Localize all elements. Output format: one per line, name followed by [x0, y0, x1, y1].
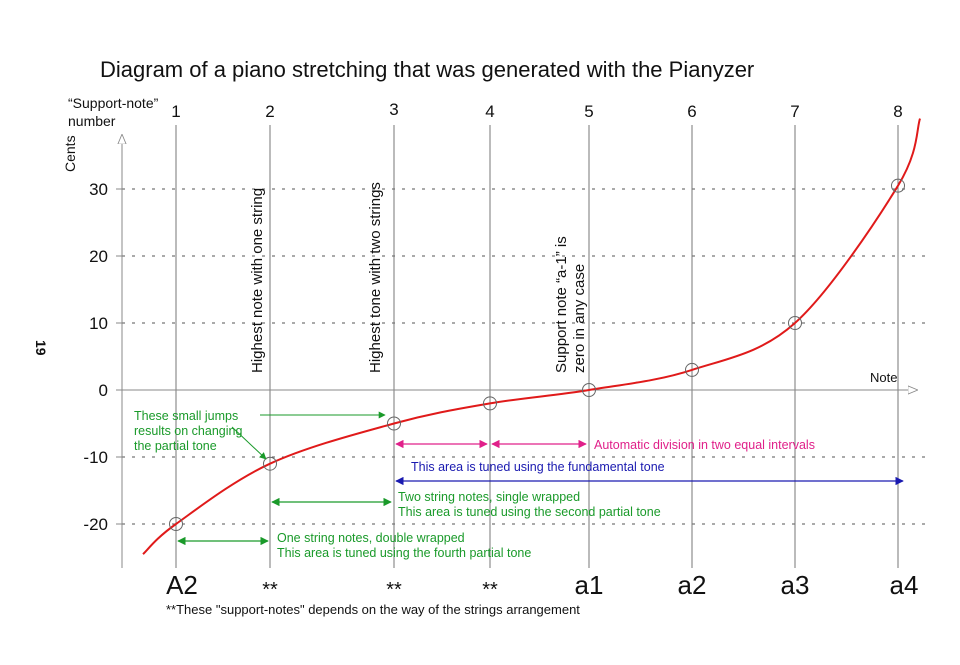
y-tick-label-0: 30: [89, 180, 108, 199]
chart-title: Diagram of a piano stretching that was g…: [100, 57, 754, 82]
note-label-1: **: [262, 579, 278, 601]
note-label-6: a3: [781, 570, 810, 600]
page-number: 19: [33, 340, 49, 356]
support-point-7: [788, 316, 802, 330]
support-number-5: 5: [584, 102, 593, 121]
x-axis-label: Note: [870, 370, 897, 385]
auto-division-label: Automatic division in two equal interval…: [594, 438, 815, 452]
support-point-2: [263, 456, 277, 471]
note-label-4: a1: [575, 570, 604, 600]
support-note-lines: [175, 125, 899, 568]
support-number-6: 6: [687, 102, 696, 121]
support-number-8: 8: [893, 102, 902, 121]
one-string-label-1: One string notes, double wrapped: [277, 531, 465, 545]
support-number-3: 3: [389, 100, 398, 119]
label-highest-two-strings: Highest tone with two strings: [367, 182, 384, 373]
jumps-annotation-3: the partial tone: [134, 439, 217, 453]
support-point-8: [891, 178, 905, 193]
one-string-label-2: This area is tuned using the fourth part…: [277, 546, 531, 560]
label-highest-one-string: Highest note with one string: [249, 188, 266, 373]
jumps-annotation-2: results on changing: [134, 424, 242, 438]
y-tick-label-3: 0: [99, 381, 108, 400]
support-note-numbers: 1 2 3 4 5 6 7 8: [171, 100, 902, 121]
support-number-7: 7: [790, 102, 799, 121]
support-points: [169, 178, 905, 531]
y-tick-label-4: -10: [83, 448, 108, 467]
jumps-arrow-down: [231, 426, 267, 460]
footnote: **These "support-notes" depends on the w…: [166, 602, 580, 617]
support-note-axis-label-2: number: [68, 113, 116, 129]
y-axis-label: Cents: [62, 135, 78, 172]
label-support-a1-line1: Support note “a-1” is: [553, 236, 570, 373]
y-tick-labels: 30 20 10 0 -10 -20: [83, 180, 122, 534]
y-tick-label-2: 10: [89, 314, 108, 333]
support-point-6: [685, 362, 699, 377]
support-point-1: [169, 517, 183, 531]
note-labels: A2 ** ** ** a1 a2 a3 a4: [166, 570, 918, 601]
note-label-2: **: [386, 579, 402, 601]
support-point-5: [582, 383, 596, 397]
note-label-3: **: [482, 579, 498, 601]
y-tick-label-5: -20: [83, 515, 108, 534]
support-point-3: [387, 416, 401, 431]
fundamental-label: This area is tuned using the fundamental…: [411, 460, 665, 474]
support-number-4: 4: [485, 102, 494, 121]
note-label-5: a2: [678, 570, 707, 600]
support-number-1: 1: [171, 102, 180, 121]
note-label-0: A2: [166, 570, 198, 600]
support-number-2: 2: [265, 102, 274, 121]
two-string-label-2: This area is tuned using the second part…: [398, 505, 661, 519]
two-string-label-1: Two string notes, single wrapped: [398, 490, 580, 504]
jumps-annotation-1: These small jumps: [134, 409, 238, 423]
support-point-4: [483, 396, 497, 411]
label-support-a1-line2: zero in any case: [571, 264, 588, 373]
support-note-axis-label: “Support-note”: [68, 95, 159, 111]
y-tick-label-1: 20: [89, 247, 108, 266]
stretching-curve: [142, 118, 921, 555]
note-label-7: a4: [890, 570, 919, 600]
